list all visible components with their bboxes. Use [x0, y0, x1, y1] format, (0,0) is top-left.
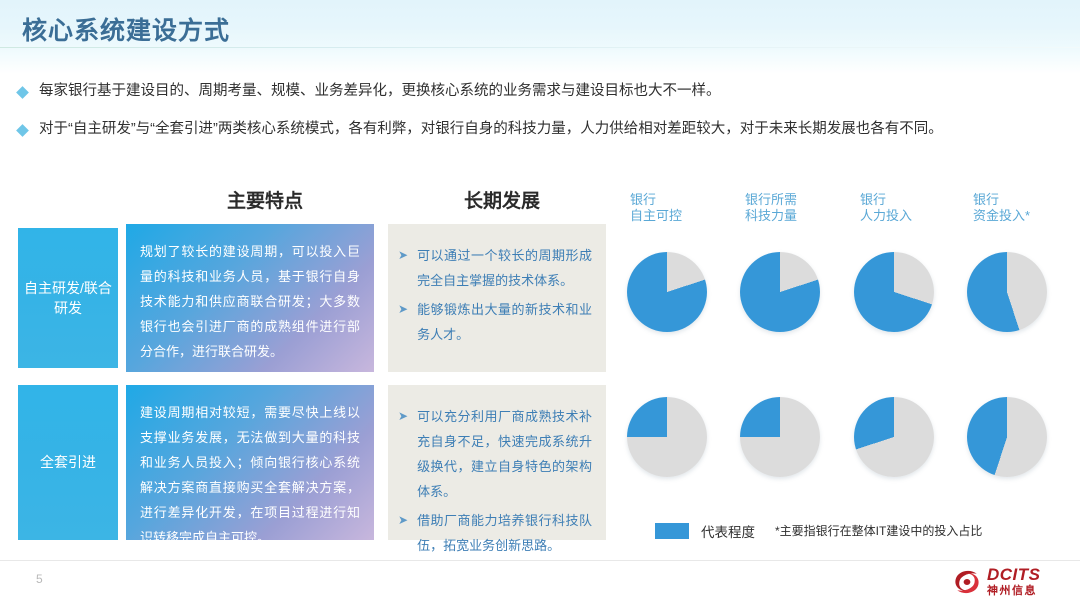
arrow-right-icon: ➤ [398, 248, 409, 262]
column-heading-longterm: 长期发展 [463, 191, 540, 212]
logo-text-cn: 神州信息 [987, 585, 1037, 597]
pie-heading-0: 银行 自主可控 [630, 192, 683, 224]
row-label-self-developed: 自主研发/联合研发 [18, 228, 118, 368]
dcits-swirl-icon [955, 570, 979, 593]
pie-chart-self-developed-funding [967, 252, 1047, 332]
list-item: ➤ 借助厂商能力培养银行科技队伍，拓宽业务创新思路。 [398, 509, 592, 559]
pie-chart-full-import-autonomy [627, 397, 707, 477]
longterm-text: 借助厂商能力培养银行科技队伍，拓宽业务创新思路。 [417, 512, 592, 553]
logo-text-en: DCITS [987, 565, 1041, 584]
list-item: 每家银行基于建设目的、周期考量、规模、业务差异化，更换核心系统的业务需求与建设目… [16, 82, 1063, 102]
brand-logo: DCITS 神州信息 [952, 566, 1041, 597]
list-item: 对于“自主研发”与“全套引进”两类核心系统模式，各有利弊，对银行自身的科技力量，… [16, 120, 1063, 140]
page-number: 5 [36, 572, 43, 586]
longterm-text: 可以通过一个较长的周期形成完全自主掌握的技术体系。 [417, 248, 592, 288]
header-fade [0, 48, 1080, 74]
diamond-bullet-icon [16, 86, 29, 99]
arrow-right-icon: ➤ [398, 301, 409, 316]
pie-chart-self-developed-manpower [854, 252, 934, 332]
bullet-text: 对于“自主研发”与“全套引进”两类核心系统模式，各有利弊，对银行自身的科技力量，… [39, 120, 943, 137]
pie-chart-self-developed-autonomy [627, 252, 707, 332]
pie-chart-full-import-funding [967, 397, 1047, 477]
arrow-right-icon: ➤ [398, 512, 409, 527]
list-item: ➤ 能够锻炼出大量的新技术和业务人才。 [398, 298, 592, 348]
arrow-right-icon: ➤ [398, 409, 409, 423]
list-item: ➤ 可以充分利用厂商成熟技术补充自身不足，快速完成系统升级换代，建立自身特色的架… [398, 405, 592, 505]
row-features-full-import: 建设周期相对较短，需要尽快上线以支撑业务发展，无法做到大量的科技和业务人员投入；… [126, 385, 374, 545]
legend-label: 代表程度 [701, 525, 755, 540]
pie-chart-self-developed-tech [740, 252, 820, 332]
pie-chart-full-import-manpower [854, 397, 934, 477]
row-longterm-self-developed: ➤ 可以通过一个较长的周期形成完全自主掌握的技术体系。 ➤ 能够锻炼出大量的新技… [388, 224, 606, 372]
header-band [0, 0, 1080, 48]
bullet-text: 每家银行基于建设目的、周期考量、规模、业务差异化，更换核心系统的业务需求与建设目… [39, 83, 721, 99]
column-heading-features: 主要特点 [226, 191, 303, 212]
longterm-text: 能够锻炼出大量的新技术和业务人才。 [417, 301, 592, 342]
row-features-self-developed: 规划了较长的建设周期，可以投入巨量的科技和业务人员，基于银行自身技术能力和供应商… [126, 224, 374, 372]
pie-chart-full-import-tech [740, 397, 820, 477]
row-longterm-full-import: ➤ 可以充分利用厂商成熟技术补充自身不足，快速完成系统升级换代，建立自身特色的架… [388, 385, 606, 553]
header-divider [0, 47, 1080, 48]
footer-divider [0, 560, 1080, 561]
diamond-bullet-icon [16, 123, 29, 137]
pie-heading-1: 银行所需 科技力量 [745, 192, 798, 224]
pie-heading-2: 银行 人力投入 [860, 192, 913, 224]
longterm-text: 可以充分利用厂商成熟技术补充自身不足，快速完成系统升级换代，建立自身特色的架构体… [417, 409, 592, 499]
page-title: 核心系统建设方式 [22, 17, 231, 45]
logo-text: DCITS 神州信息 [987, 566, 1041, 597]
bullet-list: 每家银行基于建设目的、周期考量、规模、业务差异化，更换核心系统的业务需求与建设目… [16, 82, 1063, 157]
chart-footnote: *主要指银行在整体IT建设中的投入占比 [775, 524, 983, 538]
row-label-full-import: 全套引进 [18, 385, 118, 540]
list-item: ➤ 可以通过一个较长的周期形成完全自主掌握的技术体系。 [398, 244, 592, 294]
legend-swatch-icon [655, 523, 689, 539]
pie-heading-3: 银行 资金投入* [973, 192, 1031, 224]
chart-legend: 代表程度 [655, 521, 755, 541]
